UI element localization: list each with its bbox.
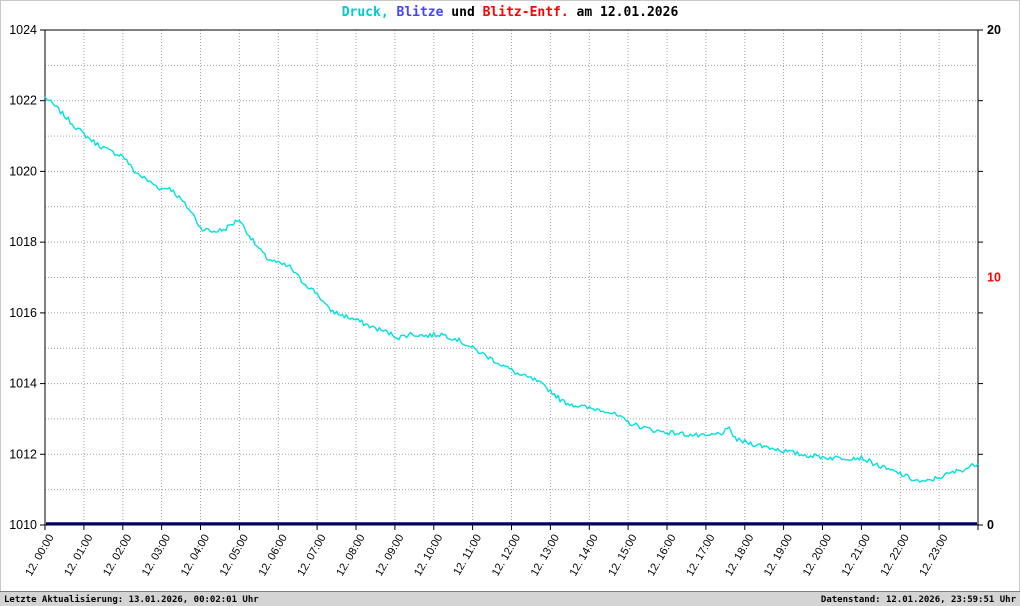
status-bar: Letzte Aktualisierung: 13.01.2026, 00:02… xyxy=(0,591,1020,606)
last-update-text: Letzte Aktualisierung: 13.01.2026, 00:02… xyxy=(4,595,259,605)
y-tick-label: 1022 xyxy=(9,94,37,108)
x-tick-label: 12. 01:00 xyxy=(62,533,95,579)
y-tick-label: 1024 xyxy=(9,23,37,37)
x-tick-label: 12. 15:00 xyxy=(606,533,639,579)
x-tick-label: 12. 12:00 xyxy=(490,533,523,579)
x-tick-label: 12. 20:00 xyxy=(801,533,834,579)
y-right-tick-label: 10 xyxy=(987,271,1001,285)
y-tick-label: 1012 xyxy=(9,447,37,461)
grid-lines xyxy=(45,30,978,525)
x-tick-label: 12. 21:00 xyxy=(840,533,873,579)
chart-title: Druck, Blitze und Blitz-Entf. am 12.01.2… xyxy=(0,5,1020,20)
x-tick-label: 12. 10:00 xyxy=(412,533,445,579)
title-blitz-entf: Blitz-Entf. xyxy=(482,5,569,20)
data-timestamp-text: Datenstand: 12.01.2026, 23:59:51 Uhr xyxy=(820,595,1016,605)
pressure-line xyxy=(44,96,979,483)
x-tick-label: 12. 05:00 xyxy=(218,533,251,579)
axis-ticks xyxy=(40,29,983,530)
x-tick-label: 12. 23:00 xyxy=(917,533,950,579)
x-tick-label: 12. 22:00 xyxy=(879,533,912,579)
x-tick-label: 12. 11:00 xyxy=(451,533,484,578)
x-tick-label: 12. 17:00 xyxy=(684,533,717,579)
x-tick-label: 12. 07:00 xyxy=(295,533,328,579)
title-druck: Druck, xyxy=(341,5,389,20)
y-tick-label: 1016 xyxy=(9,306,37,320)
x-tick-label: 12. 19:00 xyxy=(762,533,795,579)
y-tick-label: 1018 xyxy=(9,235,37,249)
x-tick-label: 12. 16:00 xyxy=(645,533,678,579)
x-tick-label: 12. 00:00 xyxy=(23,533,56,579)
title-date: am 12.01.2026 xyxy=(568,5,679,20)
x-tick-label: 12. 08:00 xyxy=(334,533,367,579)
y-tick-label: 1010 xyxy=(9,518,37,532)
title-blitze: Blitze xyxy=(388,5,444,20)
x-axis-labels: 12. 00:00 12. 01:00 12. 02:00 12. 03:00 12. … xyxy=(23,533,950,579)
y-axis-left-labels: 1024 1022 1020 1018 1016 1014 1012 1010 xyxy=(9,23,37,532)
x-tick-label: 12. 03:00 xyxy=(140,533,173,579)
x-tick-label: 12. 13:00 xyxy=(529,533,562,579)
x-tick-label: 12. 04:00 xyxy=(179,533,212,579)
x-tick-label: 12. 02:00 xyxy=(101,533,134,579)
x-tick-label: 12. 09:00 xyxy=(373,533,406,579)
y-tick-label: 1014 xyxy=(9,377,37,391)
x-tick-label: 12. 14:00 xyxy=(568,533,601,579)
title-und: und xyxy=(443,5,483,20)
y-right-tick-label: 0 xyxy=(987,518,994,532)
y-axis-right-labels: 20 10 0 xyxy=(987,23,1001,532)
y-tick-label: 1020 xyxy=(9,164,37,178)
x-tick-label: 12. 18:00 xyxy=(723,533,756,579)
y-right-tick-label: 20 xyxy=(987,23,1001,37)
x-tick-label: 12. 06:00 xyxy=(257,533,290,579)
